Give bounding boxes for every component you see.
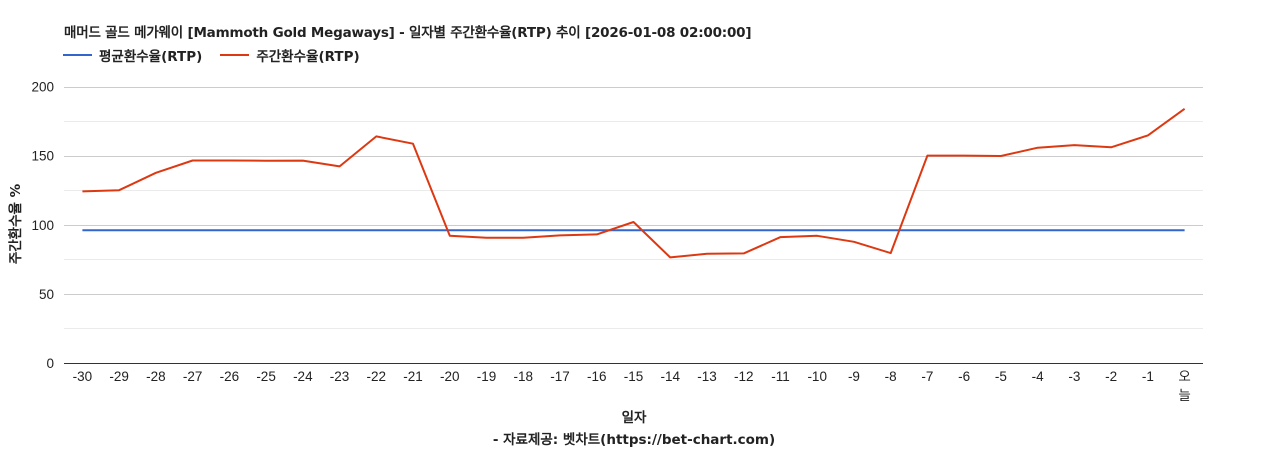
x-axis-label: 일자 — [621, 410, 647, 426]
x-tick-label: -28 — [146, 369, 166, 384]
y-tick-label: 150 — [31, 149, 54, 164]
legend-swatch-red-icon — [220, 54, 250, 56]
gridlines — [64, 87, 1203, 364]
x-tick-label: -14 — [660, 369, 680, 384]
x-tick-label: -18 — [514, 369, 534, 384]
y-axis-ticks: 0 50 100 150 200 — [31, 80, 54, 372]
series-lines — [82, 107, 1186, 259]
x-tick-label: -24 — [293, 369, 313, 384]
source-credit: - 자료제공: 벳차트(https://bet-chart.com) — [492, 432, 776, 448]
legend-item-average[interactable]: 평균환수율(RTP) — [63, 45, 202, 65]
x-tick-label: -6 — [958, 369, 970, 384]
x-tick-label: -10 — [807, 369, 827, 384]
x-tick-label: -30 — [73, 369, 93, 384]
x-tick-label: -9 — [848, 369, 860, 384]
x-tick-label: -11 — [771, 369, 790, 384]
x-tick-label: -29 — [109, 369, 129, 384]
x-tick-label: -5 — [995, 369, 1007, 384]
x-tick-label: 늘 — [1178, 388, 1190, 404]
x-tick-label: -20 — [440, 369, 460, 384]
x-tick-label: -23 — [330, 369, 350, 384]
x-tick-label: -8 — [885, 369, 897, 384]
x-tick-label: -16 — [587, 369, 607, 384]
legend-item-weekly[interactable]: 주간환수율(RTP) — [220, 45, 360, 65]
x-tick-label: -3 — [1068, 369, 1080, 384]
x-tick-label: -13 — [697, 369, 717, 384]
legend-swatch-blue-icon — [63, 54, 92, 56]
x-tick-label: -17 — [550, 369, 570, 384]
x-tick-label: -26 — [220, 369, 240, 384]
legend-label: 주간환수율(RTP) — [256, 49, 360, 65]
y-tick-label: 0 — [46, 356, 54, 371]
x-tick-label: -12 — [734, 369, 754, 384]
x-tick-label: -27 — [183, 369, 203, 384]
x-tick-label: -1 — [1142, 369, 1154, 384]
x-tick-label: 오 — [1178, 369, 1190, 385]
y-axis-label: 주간환수율 % — [8, 183, 24, 265]
x-tick-label: -21 — [403, 369, 423, 384]
x-tick-label: -2 — [1105, 369, 1117, 384]
x-tick-label: -15 — [624, 369, 644, 384]
legend-label: 평균환수율(RTP) — [99, 49, 203, 65]
weekly-rtp-line[interactable] — [82, 107, 1186, 259]
legend: 평균환수율(RTP) 주간환수율(RTP) — [63, 45, 378, 65]
x-tick-label: -19 — [477, 369, 497, 384]
x-tick-label: -25 — [256, 369, 276, 384]
y-tick-label: 200 — [31, 80, 54, 95]
x-axis-ticks: -30 -29 -28 -27 -26 -25 -24 -23 -22 -21 -20 -19 -18 -… — [73, 369, 1191, 404]
y-tick-label: 100 — [31, 218, 54, 233]
x-tick-label: -7 — [921, 369, 933, 384]
chart-title: 매머드 골드 메가웨이 [Mammoth Gold Megaways] - 일자… — [64, 25, 752, 41]
x-tick-label: -22 — [367, 369, 387, 384]
y-tick-label: 50 — [39, 287, 54, 302]
x-tick-label: -4 — [1032, 369, 1044, 384]
